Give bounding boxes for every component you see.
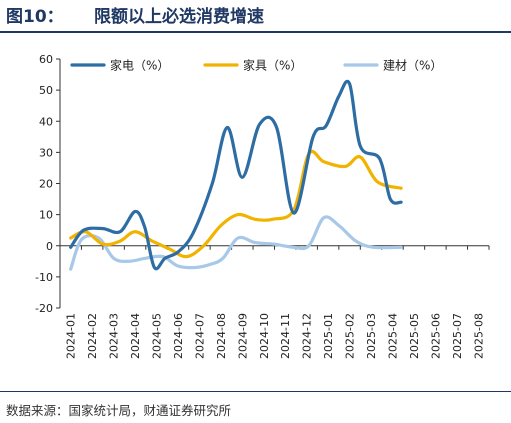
x-tick-label: 2025-07: [451, 313, 464, 359]
y-tick-label: -10: [35, 271, 53, 284]
x-tick-label: 2024-06: [172, 313, 185, 359]
figure-title-text: 限额以上必选消费增速: [94, 7, 264, 27]
series-line-appliances: [69, 79, 403, 271]
x-tick-label: 2024-09: [236, 313, 249, 359]
x-tick-label: 2024-08: [215, 313, 228, 359]
legend-label-building-materials: 建材（%）: [383, 59, 442, 73]
title-divider: [0, 31, 511, 33]
series-line-furniture: [69, 149, 403, 259]
x-tick-label: 2024-12: [301, 313, 314, 359]
x-tick-label: 2024-02: [86, 313, 99, 359]
figure-title: 图10： 限额以上必选消费增速: [6, 5, 264, 29]
y-tick-label: 50: [39, 84, 53, 97]
y-tick-label: 10: [39, 209, 53, 222]
y-tick-label: 20: [39, 178, 53, 191]
x-tick-label: 2025-03: [365, 313, 378, 359]
legend-label-appliances: 家电（%）: [110, 58, 169, 73]
x-tick-label: 2024-01: [65, 313, 78, 359]
x-tick-label: 2024-03: [108, 313, 121, 359]
y-tick-label: 0: [46, 240, 53, 253]
legend-label-furniture: 家具（%）: [243, 58, 302, 73]
y-tick-label: 30: [39, 146, 53, 159]
source-divider: [0, 391, 511, 392]
x-tick-label: 2025-04: [386, 313, 399, 359]
series-line-building-materials: [69, 215, 403, 271]
x-tick-label: 2025-08: [472, 313, 485, 359]
x-tick-label: 2025-06: [429, 313, 442, 359]
chart-axes: -20 -10 0 10 20 30 40 50 60 2024-01 2024-02 2024-03…: [35, 53, 490, 359]
x-tick-label: 2024-11: [279, 313, 292, 359]
x-tick-label: 2025-02: [344, 313, 357, 359]
line-chart: -20 -10 0 10 20 30 40 50 60 2024-01 2024-02 2024-03…: [35, 53, 490, 359]
y-tick-label: 40: [39, 115, 53, 128]
x-tick-label: 2024-10: [258, 313, 271, 359]
x-tick-label: 2024-05: [151, 313, 164, 359]
data-source-note: 数据来源：国家统计局，财通证券研究所: [6, 403, 232, 418]
series-layer: [69, 79, 403, 271]
y-tick-label: 60: [39, 53, 53, 66]
x-tick-label: 2024-07: [193, 313, 206, 359]
figure-number: 图10：: [6, 7, 64, 27]
chart-legend: 家电（%） 家具（%） 建材（%）: [70, 58, 442, 73]
x-tick-label: 2025-05: [408, 313, 421, 359]
y-tick-label: -20: [35, 302, 53, 315]
x-tick-label: 2025-01: [322, 313, 335, 359]
x-tick-label: 2024-04: [129, 313, 142, 359]
